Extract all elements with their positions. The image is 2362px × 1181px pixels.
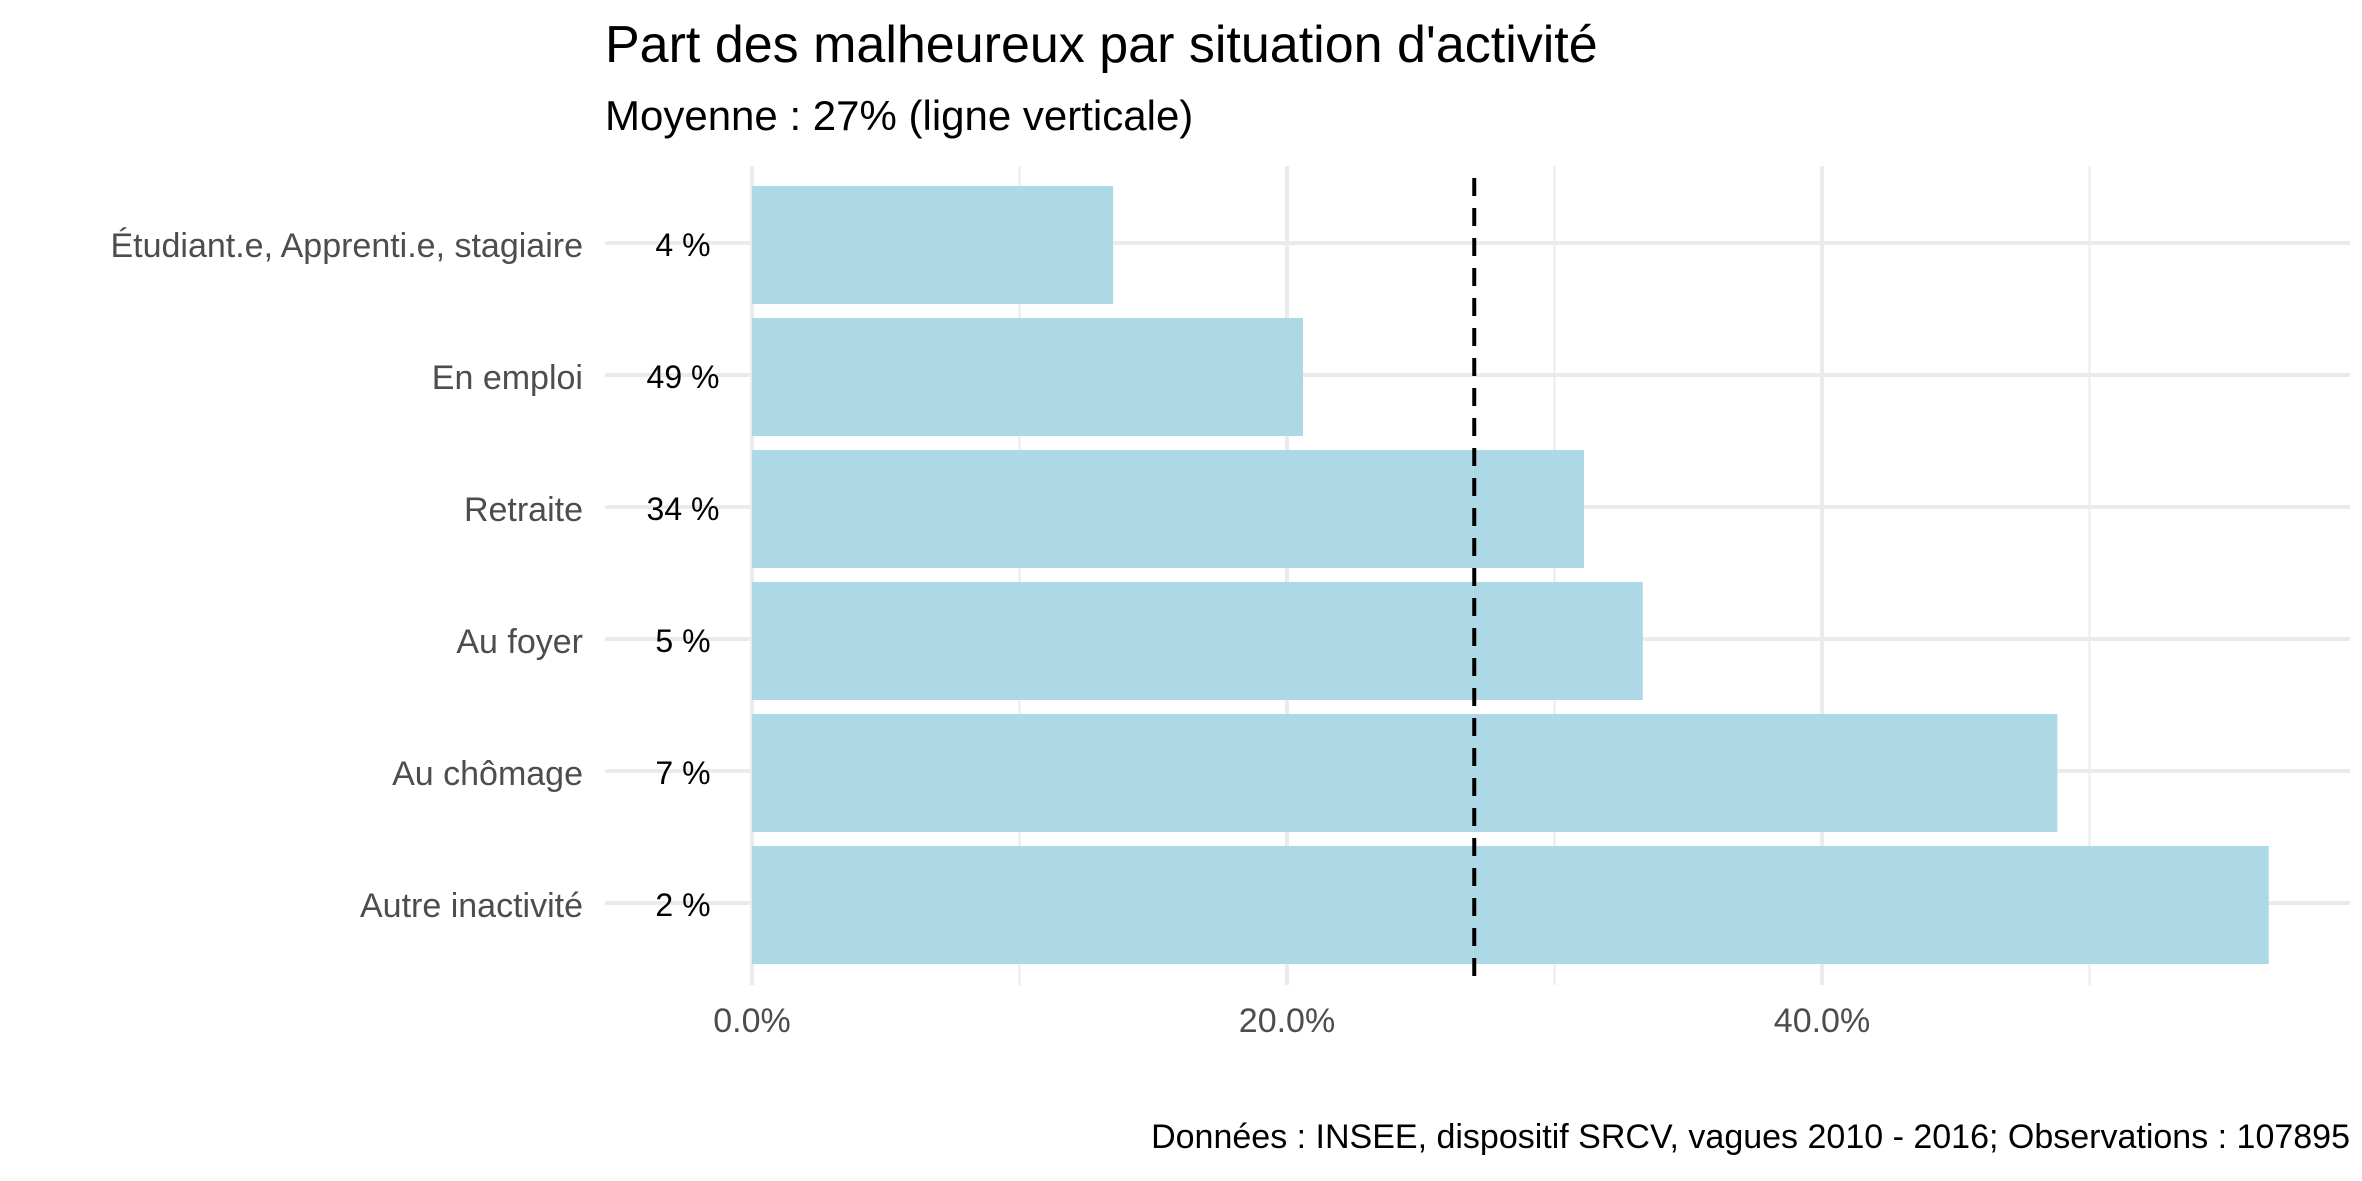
share-label: 49 % [647, 359, 720, 395]
category-label: En emploi [432, 359, 583, 397]
bar [752, 450, 1584, 568]
x-tick-label: 20.0% [1239, 1002, 1335, 1040]
share-label: 7 % [655, 755, 710, 791]
share-label: 2 % [655, 887, 710, 923]
bar [752, 582, 1643, 700]
bars [752, 186, 2269, 964]
share-label: 5 % [655, 623, 710, 659]
share-label: 4 % [655, 227, 710, 263]
bar [752, 714, 2058, 832]
share-label: 34 % [647, 491, 720, 527]
category-label: Étudiant.e, Apprenti.e, stagiaire [110, 227, 583, 265]
category-label: Au foyer [456, 623, 583, 661]
bar [752, 846, 2269, 964]
category-label: Retraite [464, 491, 583, 529]
category-label: Autre inactivité [360, 887, 583, 925]
x-tick-labels: 0.0% 20.0% 40.0% [713, 1002, 1870, 1040]
bar [752, 318, 1304, 436]
category-label: Au chômage [392, 755, 583, 793]
chart-title: Part des malheureux par situation d'acti… [605, 16, 1598, 74]
x-tick-label: 0.0% [713, 1002, 791, 1040]
share-labels: 4 % 49 % 34 % 5 % 7 % 2 % [647, 227, 720, 923]
category-labels: Étudiant.e, Apprenti.e, stagiaire En empl… [110, 227, 583, 925]
x-tick-label: 40.0% [1774, 1002, 1870, 1040]
chart-subtitle: Moyenne : 27% (ligne verticale) [605, 92, 1193, 139]
bar [752, 186, 1114, 304]
chart-caption: Données : INSEE, dispositif SRCV, vagues… [1151, 1118, 2350, 1156]
